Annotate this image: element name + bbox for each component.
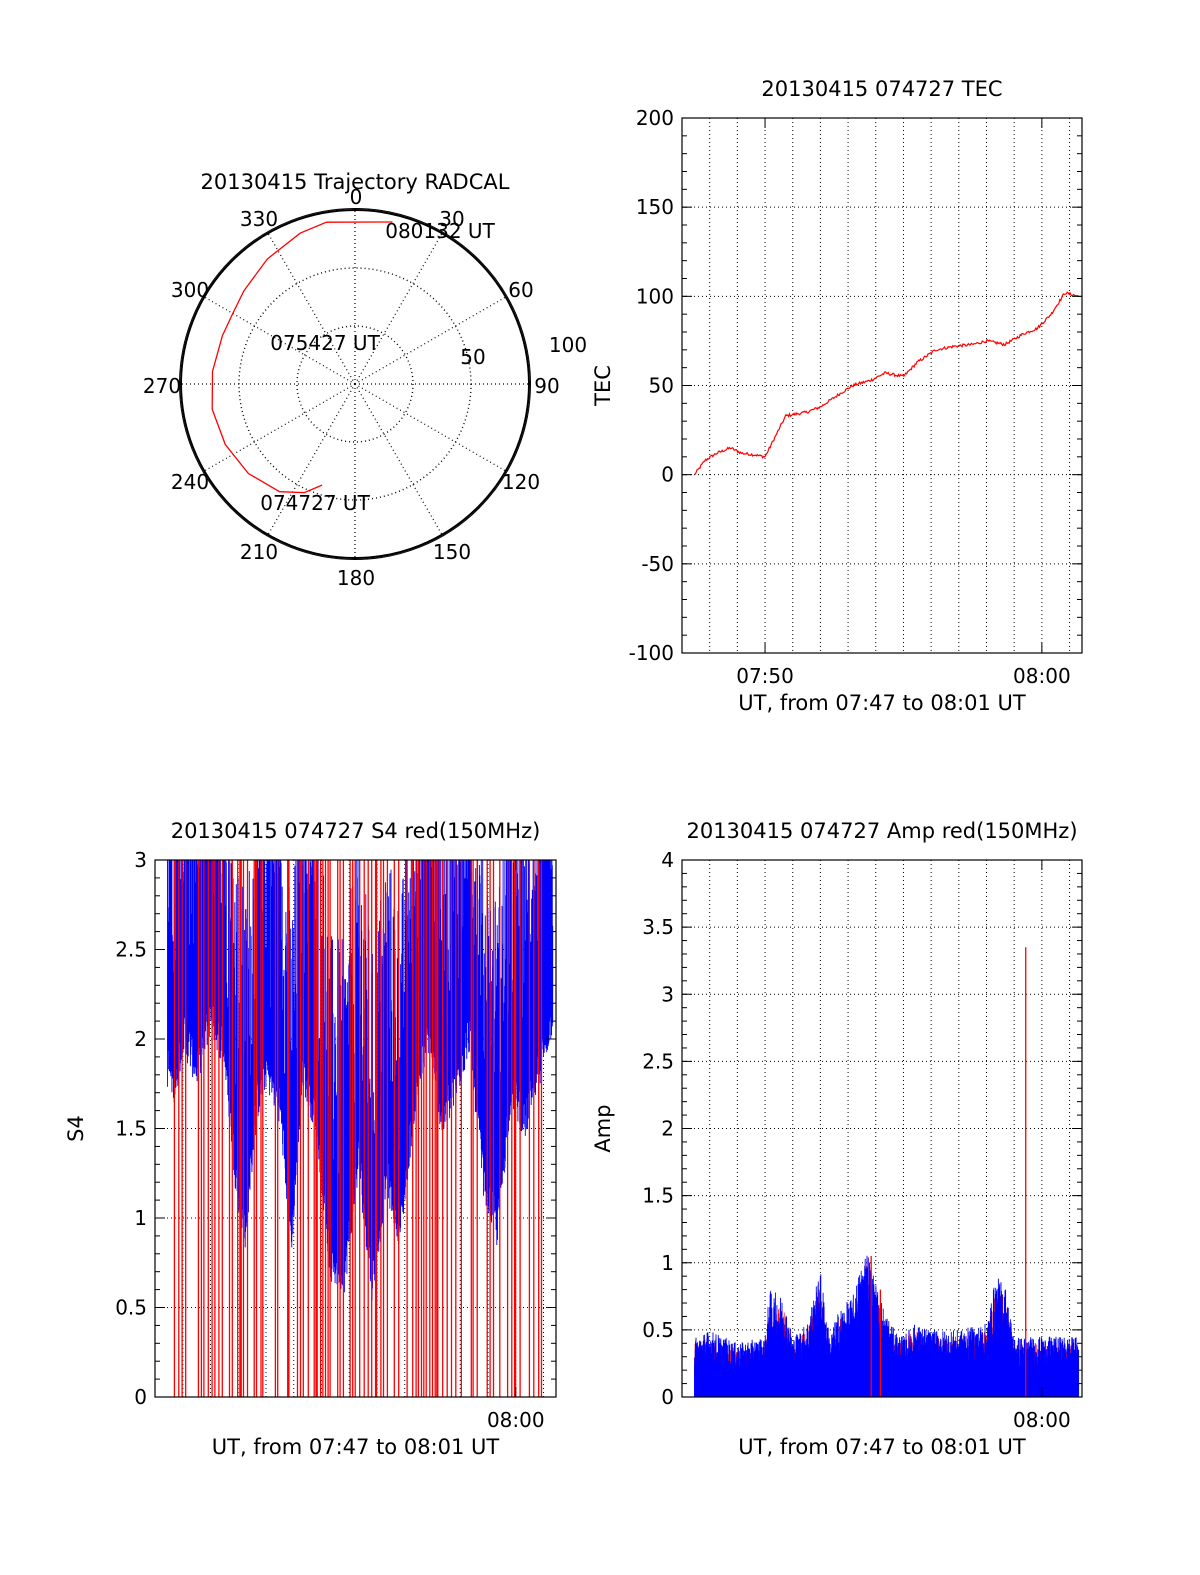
radial-label: 100 [549,333,587,357]
y-tick-label: 0.5 [642,1318,674,1342]
chart-panel-0: 0 30 60 90 120 150 180 210 240 270 300 330 50 100 0747… [143,170,587,590]
y-tick-label: 1 [134,1206,147,1230]
x-axis-label: UT, from 07:47 to 08:01 UT [212,1435,500,1459]
chart-title: 20130415 Trajectory RADCAL [201,170,510,194]
polar-spoke [204,296,356,385]
y-tick-label: 3 [134,848,147,872]
y-tick-label: 2.5 [642,1049,674,1073]
time-annotation: 080132 UT [385,219,495,243]
angle-label: 180 [337,566,375,590]
chart-panel-1: -100 -50 0 50 100 150 200 07:50 08:00 20130415 07… [591,77,1083,715]
y-tick-label: 1 [661,1251,674,1275]
angle-label: 90 [534,374,559,398]
amp-blue-series [694,1255,1080,1397]
chart-title: 20130415 074727 S4 red(150MHz) [171,819,541,843]
y-tick-label: 0 [661,463,674,487]
y-axis-label: TEC [591,365,615,407]
y-tick-label: 2 [661,1117,674,1141]
polar-ring [238,267,472,501]
polar-outer-ring [180,209,530,559]
angle-label: 120 [502,470,540,494]
polar-spoke [354,383,443,535]
y-axis-label: Amp [591,1104,615,1152]
x-tick-label: 08:00 [1013,664,1071,688]
y-tick-label: -50 [641,552,674,576]
angle-label: 270 [143,374,181,398]
y-tick-label: 100 [636,284,674,308]
tec-series-line [694,291,1079,475]
polar-ring [296,325,414,443]
time-annotation: 074727 UT [260,491,370,515]
polar-spoke [204,383,356,472]
y-tick-label: 1.5 [642,1184,674,1208]
y-tick-label: 150 [636,195,674,219]
y-tick-label: 50 [649,374,674,398]
y-tick-label: 200 [636,106,674,130]
y-tick-label: 2.5 [115,938,147,962]
y-tick-label: 2 [134,1027,147,1051]
y-tick-label: 0 [661,1385,674,1409]
chart-panel-2: 0 0.5 1 1.5 2 2.5 3 08:00 20130415 074727 S4 red… [64,819,557,1459]
angle-label: 60 [508,278,533,302]
x-axis-label: UT, from 07:47 to 08:01 UT [738,691,1026,715]
y-axis-label: S4 [64,1115,88,1142]
y-tick-label: 0 [134,1385,147,1409]
angle-label: 240 [171,470,209,494]
angle-label: 300 [171,278,209,302]
polar-spoke [354,383,506,472]
y-tick-label: 3.5 [642,915,674,939]
x-axis-label: UT, from 07:47 to 08:01 UT [738,1435,1026,1459]
x-tick-label: 08:00 [487,1408,545,1432]
polar-spoke [267,383,356,535]
y-tick-label: 0.5 [115,1296,147,1320]
angle-label: 330 [240,207,278,231]
s4-red-spikes [173,860,543,1397]
y-tick-label: 1.5 [115,1117,147,1141]
y-tick-label: 4 [661,848,674,872]
x-tick-label: 08:00 [1013,1408,1071,1432]
chart-title: 20130415 074727 Amp red(150MHz) [686,819,1077,843]
time-annotation: 075427 UT [270,331,380,355]
polar-spoke [354,296,506,385]
x-tick-label: 07:50 [736,664,794,688]
y-tick-label: 3 [661,982,674,1006]
chart-title: 20130415 074727 TEC [761,77,1002,101]
polar-outer-ring-edge [179,208,531,560]
y-tick-label: -100 [629,641,674,665]
chart-panel-3: 0 0.5 1 1.5 2 2.5 3 3.5 4 08:00 20130415 074727 Am… [591,819,1083,1459]
angle-label: 150 [433,540,471,564]
trajectory-line [211,221,393,494]
angle-label: 210 [240,540,278,564]
polar-spoke [354,233,443,385]
angle-label: 0 [350,185,363,209]
polar-spoke [267,233,356,385]
angle-label: 30 [439,207,464,231]
radial-label: 50 [460,345,485,369]
